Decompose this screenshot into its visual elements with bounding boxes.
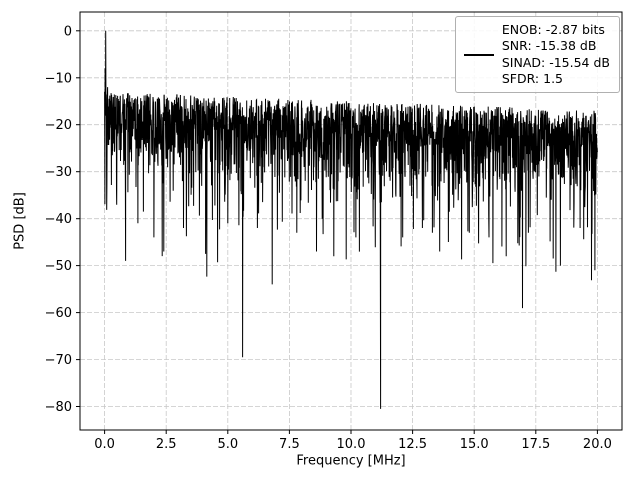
x-axis-label: Frequency [MHz] (296, 453, 406, 469)
tick-labels: 0.0 2.5 5.0 7.5 10.0 12.5 15.0 17.5 20.0 0 −10 −20 −… (45, 24, 612, 452)
legend: ENOB: -2.87 bits SNR: -15.38 dB SINAD: -… (454, 16, 620, 93)
svg-text:12.5: 12.5 (398, 437, 427, 452)
legend-snr: SNR: -15.38 dB (501, 38, 597, 54)
svg-text:−20: −20 (45, 118, 72, 133)
svg-text:−10: −10 (45, 71, 72, 86)
svg-text:−30: −30 (45, 165, 72, 180)
svg-text:0: 0 (64, 24, 72, 39)
legend-sinad: SINAD: -15.54 dB (501, 54, 610, 70)
y-axis-label: PSD [dB] (12, 192, 28, 250)
legend-line-sample-icon (463, 53, 494, 56)
legend-text-block: ENOB: -2.87 bits SNR: -15.38 dB SINAD: -… (502, 22, 610, 87)
svg-text:15.0: 15.0 (460, 437, 489, 452)
svg-text:−70: −70 (45, 353, 72, 368)
svg-text:20.0: 20.0 (583, 437, 612, 452)
svg-text:10.0: 10.0 (337, 437, 366, 452)
svg-text:5.0: 5.0 (217, 437, 238, 452)
svg-text:−40: −40 (45, 212, 72, 227)
svg-text:−50: −50 (45, 259, 72, 274)
legend-sfdr: SFDR: 1.5 (501, 70, 563, 86)
legend-enob: ENOB: -2.87 bits (501, 22, 605, 37)
svg-text:−80: −80 (45, 400, 72, 415)
svg-text:−60: −60 (45, 306, 72, 321)
svg-text:17.5: 17.5 (521, 437, 550, 452)
svg-text:0.0: 0.0 (94, 437, 115, 452)
svg-text:2.5: 2.5 (156, 437, 177, 452)
psd-series-line (104, 30, 598, 409)
svg-text:7.5: 7.5 (279, 437, 300, 452)
